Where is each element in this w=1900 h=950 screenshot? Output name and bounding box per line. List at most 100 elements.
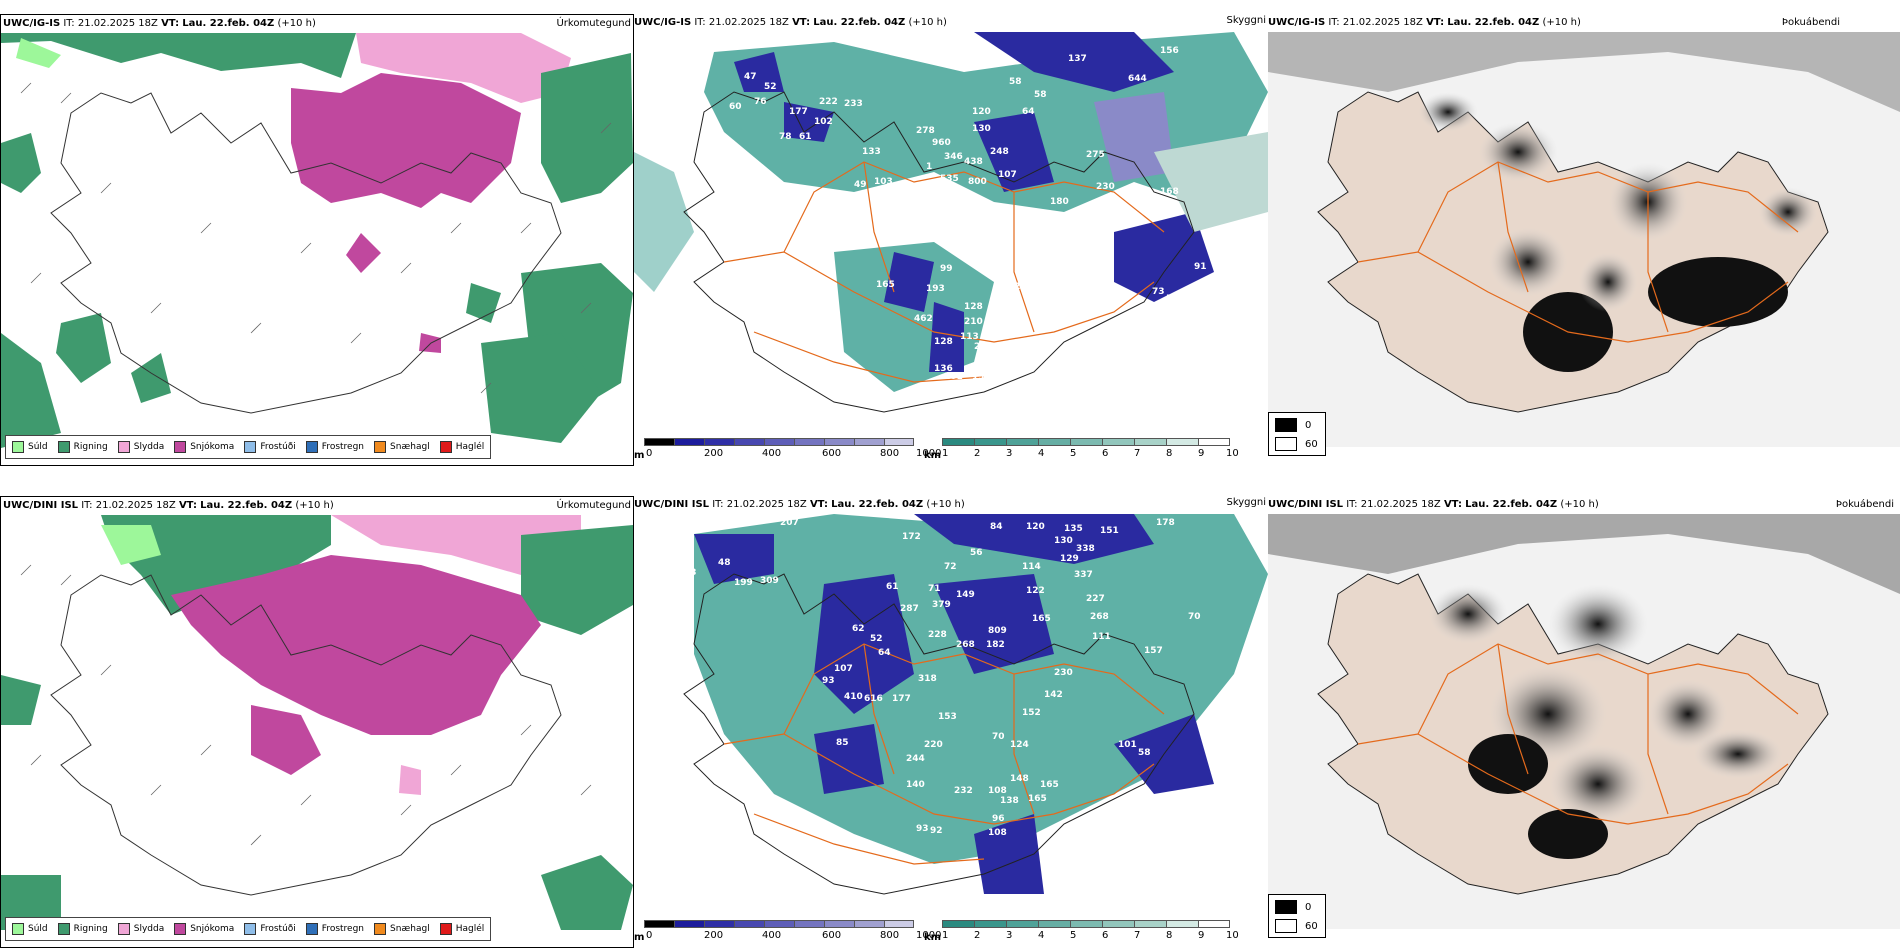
vis-value: 58 (1034, 90, 1047, 100)
legend-swatch (57, 923, 70, 935)
vis-value: 62 (852, 624, 865, 634)
vis-value: 108 (988, 828, 1007, 838)
vis-value: 91 (1194, 262, 1207, 272)
vis-value: 85 (836, 738, 849, 748)
vis-value: 47 (744, 72, 757, 82)
legend-swatch (117, 923, 130, 935)
tick-label: 1000 (916, 448, 942, 459)
vis-value: 149 (956, 590, 975, 600)
legend-swatch (174, 441, 187, 453)
vis-value: 199 (734, 578, 753, 588)
vis-value: 165 (1028, 794, 1047, 804)
vis-value: 318 (918, 674, 937, 684)
vis-value: 58 (1009, 77, 1022, 87)
vis-value: 107 (998, 170, 1017, 180)
vis-value: 49 (854, 180, 867, 190)
vis-value: 278 (916, 126, 935, 136)
legend-label: 0 (1305, 901, 1312, 913)
legend-item: Súld (12, 923, 48, 935)
vis-value: 410 (844, 692, 863, 702)
legend-item: Slydda (117, 923, 164, 935)
vis-value: 268 (1090, 612, 1109, 622)
vis-value: 309 (760, 576, 779, 586)
colorbar-unit: m (634, 932, 645, 943)
tick-label: 3 (1006, 448, 1013, 459)
precip-map (1, 515, 633, 930)
legend-label: 60 (1305, 920, 1318, 932)
tick-label: 10 (1226, 930, 1239, 941)
legend-swatch (57, 441, 70, 453)
vis-value: 111 (1092, 632, 1111, 642)
vis-value: 64 (878, 648, 891, 658)
vis-value: 84 (990, 522, 1003, 532)
fog-panel-top: UWC/IG-IS IT: 21.02.2025 18Z VT: Lau. 22… (1268, 14, 1900, 466)
legend-swatch (1275, 418, 1297, 432)
colorbar-unit: km (924, 932, 942, 943)
tick-label: 800 (880, 448, 900, 459)
vis-value: 268 (956, 640, 975, 650)
tick-label: 6 (1102, 448, 1109, 459)
panel-header: UWC/DINI ISL IT: 21.02.2025 18Z VT: Lau.… (1268, 499, 1599, 510)
visibility-map (683, 514, 1268, 895)
vis-value: 177 (892, 694, 911, 704)
vis-value: 337 (1074, 570, 1093, 580)
vis-value: 535 (940, 174, 959, 184)
legend-swatch (1275, 919, 1297, 933)
legend-item: Snjókoma (174, 923, 234, 935)
vis-value: 157 (1144, 646, 1163, 656)
vis-value: 960 (932, 138, 951, 148)
tick-label: 0 (646, 448, 653, 459)
vis-value: 122 (1034, 302, 1053, 312)
visibility-km-colorbar: km (924, 920, 1230, 943)
vis-value: 210 (964, 317, 983, 327)
legend-swatch (305, 441, 318, 453)
vis-value: 232 (954, 786, 973, 796)
vis-value: 809 (988, 626, 1007, 636)
legend-item: Frostúði (244, 441, 296, 453)
vis-value: 151 (1100, 526, 1119, 536)
vis-value: 1 (926, 162, 933, 172)
legend-item: Frostregn (305, 441, 364, 453)
vis-value: 58 (1138, 748, 1151, 758)
tick-label: 600 (822, 448, 842, 459)
vis-value: 114 (1022, 562, 1041, 572)
vis-value: 180 (1050, 197, 1069, 207)
vis-value: 128 (964, 302, 983, 312)
vis-value: 73 (1152, 287, 1165, 297)
vis-value: 92 (930, 826, 943, 836)
vis-value: 99 (940, 264, 953, 274)
panel-title: Úrkomutegund (556, 18, 631, 29)
tick-label: 1000 (916, 930, 942, 941)
vis-value: 207 (780, 518, 799, 528)
vis-value: 52 (870, 634, 883, 644)
vis-value: 70 (992, 732, 1005, 742)
vis-value: 156 (1160, 46, 1179, 56)
vis-value: 124 (1010, 740, 1029, 750)
vis-value: 102 (814, 117, 833, 127)
legend-item: Snæhagl (374, 923, 430, 935)
legend-item: Frostúði (244, 923, 296, 935)
fog-legend: 0 60 (1268, 894, 1326, 938)
vis-value: 87 (844, 242, 857, 252)
fog-map (1268, 32, 1900, 447)
vis-value: 60 (729, 102, 742, 112)
precip-type-panel-top: UWC/IG-IS IT: 21.02.2025 18Z VT: Lau. 22… (0, 14, 634, 466)
vis-value: 178 (1156, 518, 1175, 528)
vis-value: 244 (906, 754, 925, 764)
vis-value: 130 (972, 124, 991, 134)
tick-label: 5 (1070, 930, 1077, 941)
legend-item: Rigning (57, 441, 108, 453)
vis-value: 12 (1008, 282, 1021, 292)
vis-value: 153 (938, 712, 957, 722)
tick-label: 3 (1006, 930, 1013, 941)
vis-value: 193 (926, 284, 945, 294)
visibility-panel-bottom: UWC/DINI ISL IT: 21.02.2025 18Z VT: Lau.… (634, 496, 1268, 948)
vis-value: 135 (1064, 524, 1083, 534)
vis-value: 130 (1054, 536, 1073, 546)
vis-value: 206 (974, 342, 993, 352)
vis-value: 128 (934, 337, 953, 347)
colorbar-unit: m (634, 450, 645, 461)
tick-label: 400 (762, 930, 782, 941)
vis-value: 227 (1086, 594, 1105, 604)
legend-item: Frostregn (305, 923, 364, 935)
